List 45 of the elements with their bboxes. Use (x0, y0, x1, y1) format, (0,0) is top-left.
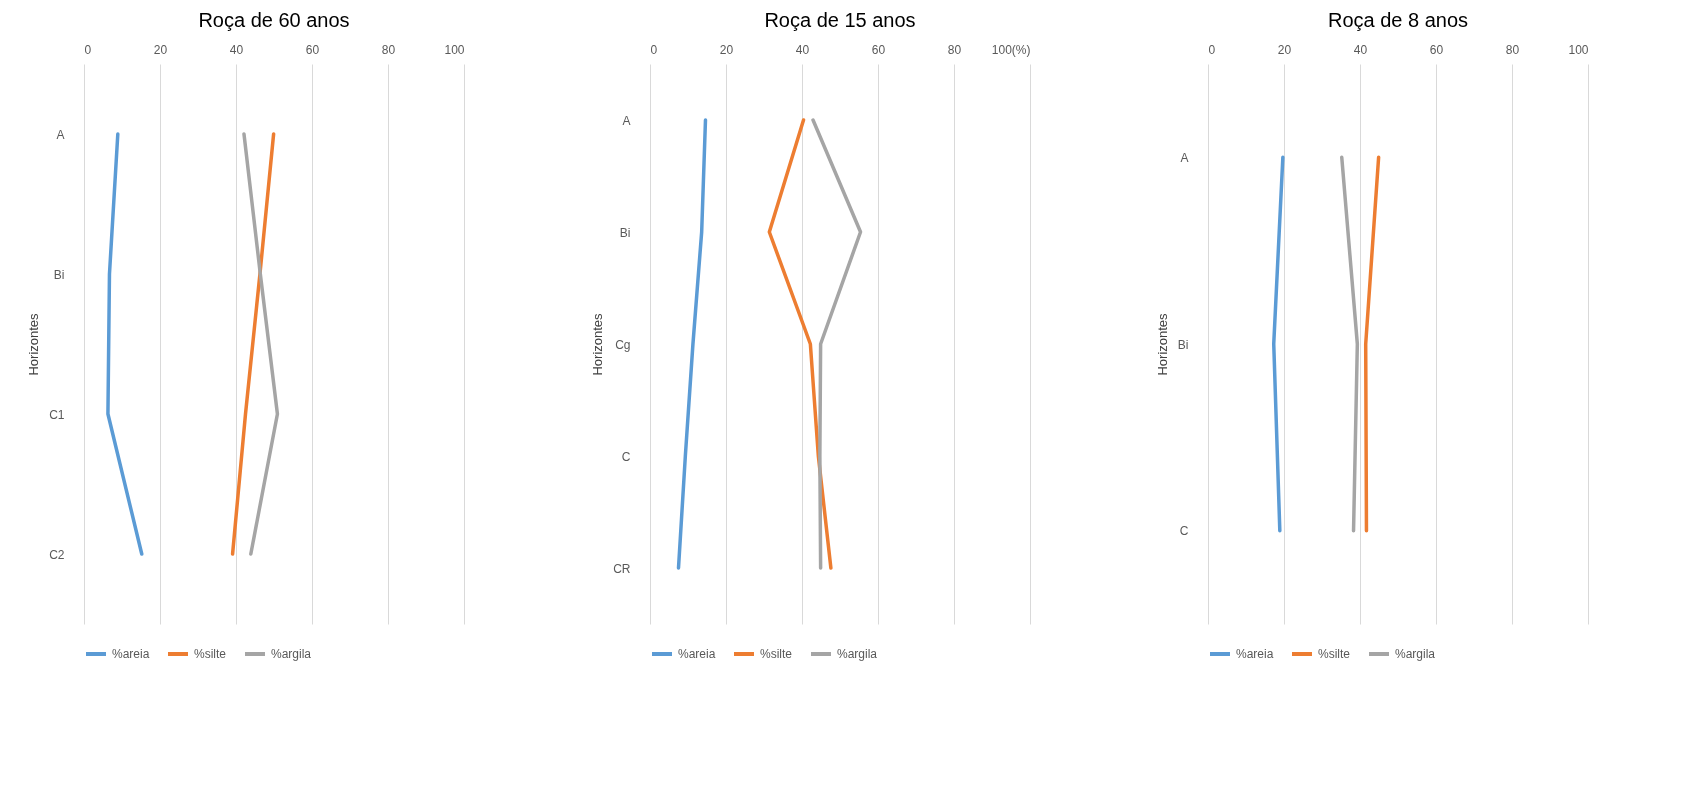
x-tick-label: 80 (381, 42, 396, 57)
legend-label: %silte (760, 647, 793, 661)
x-tick-label: 0 (1208, 42, 1216, 57)
legend-label: %areia (678, 647, 717, 661)
y-tick-label: C (1179, 524, 1189, 539)
x-tick-label: 100(%) (992, 42, 1031, 57)
y-tick-label: C (622, 449, 632, 464)
x-tick-label: 40 (229, 42, 244, 57)
chart-title: Roça de 15 anos (764, 9, 917, 31)
legend-label: %areia (1235, 647, 1274, 661)
chart-title: Roça de 60 anos (198, 9, 350, 31)
y-axis-title: Horizontes (1154, 312, 1170, 376)
y-tick-label: A (1180, 150, 1189, 165)
y-tick-label: A (622, 113, 631, 128)
y-tick-label: Bi (1177, 337, 1189, 352)
x-tick-label: 100 (1568, 42, 1589, 57)
x-tick-label: 0 (650, 42, 658, 57)
legend-label: %areia (112, 647, 150, 661)
y-tick-label: C1 (49, 407, 65, 422)
x-tick-label: 0 (84, 42, 92, 57)
legend-label: %argila (837, 647, 878, 661)
y-axis-title: Horizontes (26, 312, 42, 376)
legend-label: %argila (1394, 647, 1436, 661)
x-tick-label: 100 (444, 42, 465, 57)
x-tick-label: 60 (305, 42, 320, 57)
legend-label: %silte (1317, 647, 1351, 661)
x-tick-label: 80 (1505, 42, 1520, 57)
y-tick-label: Bi (620, 225, 631, 240)
x-tick-label: 80 (948, 42, 962, 57)
x-tick-label: 40 (1353, 42, 1368, 57)
y-tick-label: Cg (615, 337, 631, 352)
y-axis-title: Horizontes (590, 312, 606, 376)
x-tick-label: 60 (1429, 42, 1444, 57)
x-tick-label: 60 (872, 42, 886, 57)
x-tick-label: 20 (153, 42, 168, 57)
chart-title: Roça de 8 anos (1327, 9, 1468, 31)
legend-label: %argila (271, 647, 312, 661)
y-tick-label: A (56, 127, 65, 142)
x-tick-label: 20 (720, 42, 734, 57)
x-tick-label: 40 (796, 42, 810, 57)
y-tick-label: C2 (49, 547, 65, 562)
y-tick-label: Bi (53, 267, 65, 282)
x-tick-label: 20 (1277, 42, 1292, 57)
legend-label: %silte (194, 647, 227, 661)
y-tick-label: CR (613, 561, 632, 576)
